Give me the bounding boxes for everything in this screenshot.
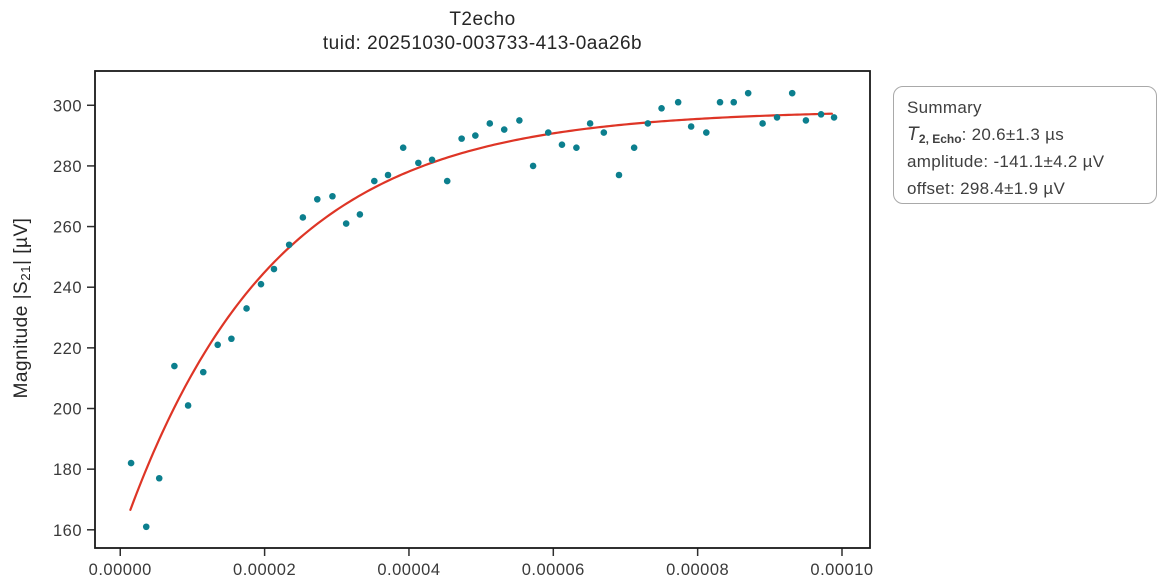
scatter-point (356, 211, 364, 218)
scatter-point (313, 195, 321, 203)
scatter-point (586, 120, 594, 127)
scatter-point (285, 241, 293, 249)
y-tick-label: 260 (53, 219, 82, 237)
x-tick-label: 0.00002 (233, 561, 296, 579)
y-tick-label: 280 (53, 158, 82, 176)
x-axis-ticks: 0.00000 0.00002 0.00004 0.00006 0.00008 0.000… (89, 548, 873, 579)
scatter-point (802, 117, 810, 124)
x-tick-label: 0.00004 (377, 561, 440, 579)
scatter-point (716, 98, 724, 106)
scatter-point (199, 368, 207, 376)
scatter-point (155, 474, 163, 482)
scatter-point (817, 111, 825, 118)
scatter-point (299, 214, 307, 221)
scatter-point (127, 459, 135, 467)
scatter-point (558, 141, 566, 148)
scatter-point (830, 114, 838, 121)
summary-offset: offset: 298.4±1.9 µV (907, 179, 1066, 198)
summary-box: Summary T2, Echo: 20.6±1.3 µs amplitude:… (893, 86, 1157, 204)
scatter-point (759, 120, 766, 127)
y-tick-label: 220 (53, 340, 82, 358)
scatter-point (384, 171, 392, 179)
y-tick-label: 200 (53, 401, 82, 419)
scatter-point (516, 117, 523, 124)
x-tick-label: 0.00006 (522, 561, 585, 579)
x-tick-label: 0.00010 (810, 561, 873, 579)
scatter-point (658, 105, 665, 112)
y-tick-label: 300 (53, 97, 82, 115)
scatter-point (458, 135, 465, 142)
scatter-point (630, 144, 638, 152)
scatter-point (443, 177, 451, 185)
scatter-point (257, 280, 265, 288)
y-axis-ticks: 160 180 200 220 240 260 280 300 (53, 97, 95, 540)
scatter-point (544, 129, 552, 136)
fit-line (129, 112, 833, 511)
scatter-point (243, 305, 250, 312)
scatter-point (371, 177, 378, 185)
x-tick-label: 0.00000 (89, 561, 152, 579)
scatter-point (472, 132, 479, 139)
t2-symbol: T (907, 124, 919, 145)
t2-subscript: 2, Echo (918, 132, 962, 146)
scatter-point (573, 144, 580, 152)
scatter-point (730, 98, 738, 106)
t2-value: : 20.6±1.3 µs (961, 125, 1065, 144)
summary-heading: Summary (907, 98, 982, 117)
chart-subtitle: tuid: 20251030-003733-413-0aa26b (322, 33, 643, 54)
scatter-point (415, 159, 422, 167)
scatter-point (214, 341, 221, 349)
scatter-point (428, 156, 436, 164)
scatter-point (773, 114, 781, 121)
scatter-point (184, 402, 192, 409)
axes-frame (94, 70, 871, 549)
scatter-point (674, 98, 682, 106)
scatter-point (486, 120, 494, 127)
scatter-point (171, 362, 178, 370)
summary-t2-line: T2, Echo: 20.6±1.3 µs (907, 121, 1144, 148)
scatter-point (399, 144, 407, 152)
summary-amplitude: amplitude: -141.1±4.2 µV (907, 152, 1105, 171)
scatter-point (329, 192, 336, 200)
scatter-point (500, 126, 508, 133)
chart-title: T2echo (449, 9, 516, 30)
scatter-point (228, 335, 235, 343)
y-tick-label: 180 (53, 461, 82, 479)
scatter-point (788, 89, 796, 97)
scatter-point (342, 220, 350, 227)
scatter-point (644, 120, 652, 127)
y-tick-label: 160 (53, 522, 82, 540)
scatter-point (142, 523, 150, 531)
scatter-point (615, 171, 623, 179)
scatter-point (703, 129, 710, 136)
scatter-point (270, 265, 278, 273)
scatter-point (529, 162, 537, 170)
scatter-point (687, 123, 695, 130)
y-tick-label: 240 (53, 279, 82, 297)
x-tick-label: 0.00008 (666, 561, 729, 579)
scatter-point (744, 89, 752, 97)
scatter-point (600, 129, 608, 136)
scatter-series (127, 89, 838, 531)
